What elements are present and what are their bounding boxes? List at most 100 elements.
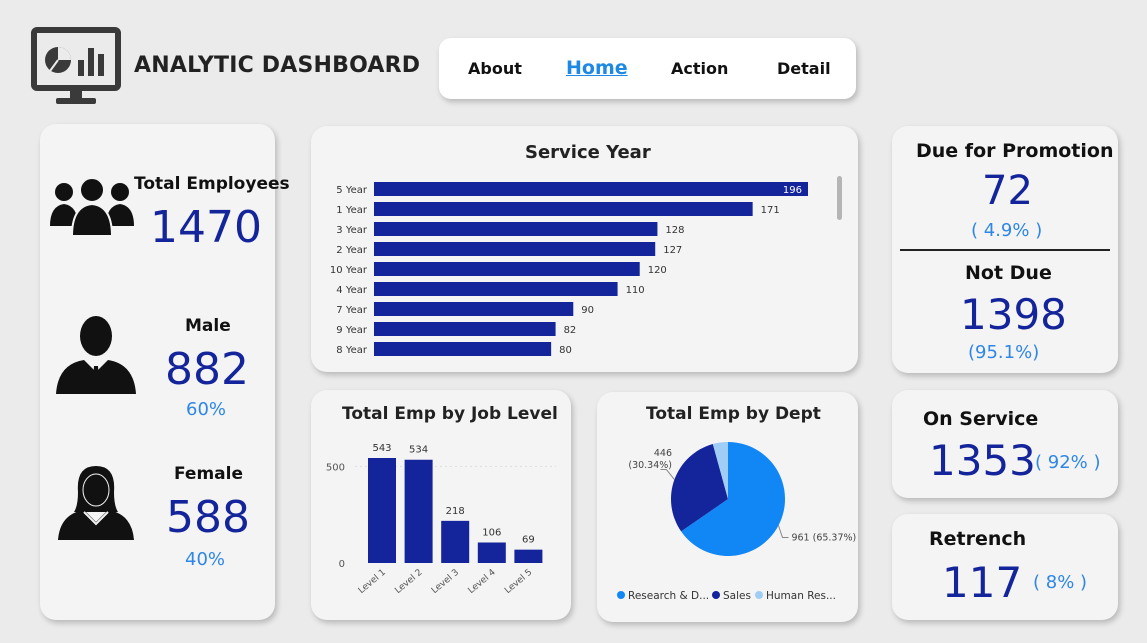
dept-leader-line [778,525,789,538]
due-promotion-percent: ( 4.9% ) [971,220,1043,241]
service-year-tick: 4 Year [336,285,368,296]
dept-pie-slice[interactable] [671,444,728,532]
service-year-tick: 1 Year [336,205,368,216]
dept-leader-line [660,469,675,480]
service-year-tick: 10 Year [330,265,368,276]
female-person-icon [58,466,134,540]
nav-action[interactable]: Action [671,59,729,78]
job-level-y-tick: 0 [339,559,345,570]
job-level-value-label: 106 [482,528,501,539]
job-level-card: Total Emp by Job Level 0 500 543 Level 1 534… [311,390,571,620]
female-percent: 40% [185,549,226,570]
service-year-value-label: 120 [648,265,667,276]
dept-pie-slice[interactable] [681,442,785,556]
group-people-icon [50,177,134,237]
dept-legend-label[interactable]: Sales [723,590,751,602]
promotion-card: Due for Promotion 72 ( 4.9% ) Not Due 13… [892,126,1118,373]
on-service-percent: ( 92% ) [1035,452,1101,473]
service-year-value-label: 80 [559,345,572,356]
nav-about[interactable]: About [468,59,522,78]
service-year-tick: 2 Year [336,245,368,256]
service-year-card: Service Year 5 Year 196 1 Year 171 3 Year 128… [311,126,858,372]
male-label: Male [185,316,231,336]
promotion-divider [900,249,1110,251]
retrench-card: Retrench 117 ( 8% ) [892,514,1118,620]
job-level-chart: 0 500 543 Level 1 534 Level 2 218 Level 3 106 Lev… [326,443,556,596]
dept-pie-chart: 961 (65.37%) 446(30.34%) Research & D... Sa… [617,442,856,602]
on-service-label: On Service [923,408,1039,430]
service-year-value-label: 90 [581,305,594,316]
dept-legend-marker [712,591,720,599]
nav-detail[interactable]: Detail [777,59,831,78]
job-level-value-label: 218 [446,506,465,517]
dept-pie-slice[interactable] [712,442,728,499]
job-level-x-tick: Level 2 [393,568,424,596]
dashboard-monitor-icon [31,27,121,104]
dept-card: Total Emp by Dept 961 (65.37%) 446 (30.34%… [597,392,858,622]
service-year-bar[interactable] [374,242,656,256]
app-title: ANALYTIC DASHBOARD [134,53,421,78]
service-year-bar[interactable] [374,282,618,296]
job-level-bar[interactable] [477,542,506,563]
service-year-bar[interactable] [374,182,808,196]
retrench-value: 117 [942,558,1023,607]
chart-scrollbar[interactable] [837,176,842,220]
total-employees-value: 1470 [150,202,262,253]
service-year-value-label: 171 [761,205,780,216]
female-value: 588 [166,492,250,543]
service-year-bar[interactable] [374,262,640,276]
job-level-x-tick: Level 1 [357,568,388,596]
job-level-y-tick: 500 [326,462,345,473]
job-level-bar[interactable] [441,520,470,563]
retrench-percent: ( 8% ) [1033,572,1088,593]
job-level-bar[interactable] [404,459,433,563]
job-level-bar[interactable] [514,549,543,563]
employee-card: Total Employees 1470 Male 882 60% Female… [40,124,290,620]
service-year-tick: 5 Year [336,185,368,196]
not-due-label: Not Due [965,262,1052,284]
male-person-icon [56,316,136,394]
job-level-value-label: 543 [372,443,391,454]
nav-home[interactable]: Home [566,57,628,79]
not-due-percent: (95.1%) [968,342,1040,363]
job-level-x-tick: Level 5 [503,568,534,596]
total-employees-label: Total Employees [134,174,290,194]
due-promotion-value: 72 [982,168,1033,214]
job-level-x-tick: Level 3 [430,568,461,596]
service-year-value-label: 128 [665,225,684,236]
top-nav: About Home Action Detail [439,38,856,99]
dept-legend-label[interactable]: Human Res... [766,590,836,602]
job-level-title: Total Emp by Job Level [342,404,558,424]
job-level-bar[interactable] [368,458,396,563]
retrench-label: Retrench [929,528,1027,550]
service-year-bar[interactable] [374,322,556,336]
service-year-tick: 8 Year [336,345,368,356]
service-year-bar[interactable] [374,342,552,356]
service-year-value-label: 127 [663,245,682,256]
job-level-value-label: 534 [409,445,428,456]
dept-legend-marker [755,591,763,599]
job-level-value-label: 69 [522,535,535,546]
service-year-bar[interactable] [374,202,753,216]
dept-title: Total Emp by Dept [646,404,821,424]
not-due-value: 1398 [960,290,1067,339]
service-year-value-label: 110 [626,285,645,296]
service-year-value-label: 196 [783,185,802,196]
service-year-tick: 3 Year [336,225,368,236]
dept-legend-marker [617,591,625,599]
male-percent: 60% [186,399,227,420]
dept-legend-label[interactable]: Research & D... [628,590,709,602]
service-year-title: Service Year [525,142,651,163]
dept-slice-label: 961 (65.37%) [791,532,856,543]
service-year-value-label: 82 [564,325,577,336]
service-year-tick: 9 Year [336,325,368,336]
male-value: 882 [165,344,249,395]
service-year-chart: 5 Year 196 1 Year 171 3 Year 128 2 Year 127 10 Y… [330,182,808,356]
dept-slice-label: 446 [654,448,672,459]
service-year-tick: 7 Year [336,305,368,316]
job-level-x-tick: Level 4 [467,567,498,596]
on-service-value: 1353 [929,436,1036,485]
service-year-bar[interactable] [374,222,658,236]
female-label: Female [174,464,243,484]
service-year-bar[interactable] [374,302,574,316]
